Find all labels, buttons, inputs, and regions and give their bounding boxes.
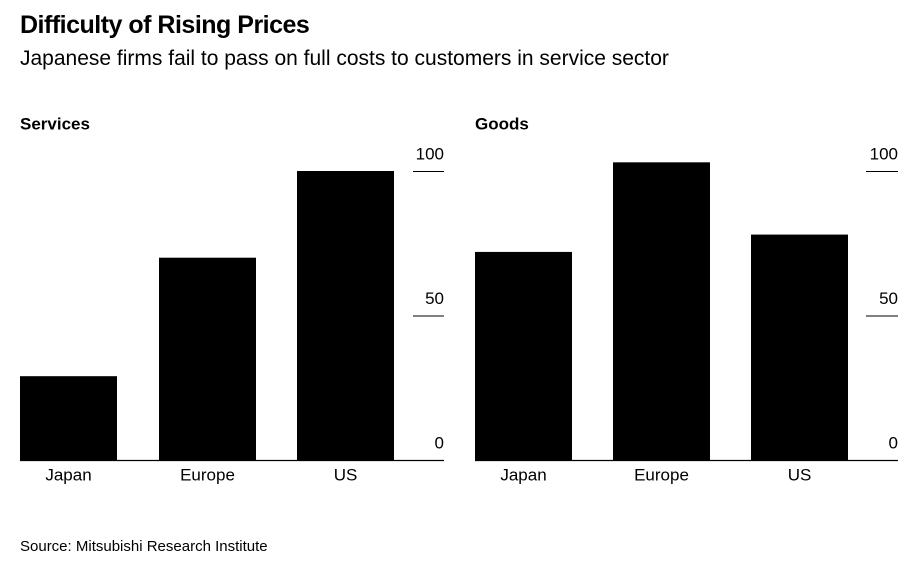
bar-us (751, 234, 848, 460)
category-label: Japan (45, 465, 91, 484)
y-tick-label: 0 (889, 433, 898, 452)
panel-title: Services (20, 114, 90, 133)
y-tick-label: 0 (435, 433, 444, 452)
bar-japan (20, 376, 117, 460)
panel-title: Goods (475, 114, 529, 133)
chart-panel-services: Services Japan Europe US 0 50 100 (20, 114, 444, 484)
category-label: US (788, 465, 812, 484)
chart-subtitle: Japanese firms fail to pass on full cost… (20, 47, 669, 70)
source-note: Source: Mitsubishi Research Institute (20, 538, 268, 555)
y-tick-label: 100 (416, 144, 444, 163)
y-tick-label: 50 (879, 289, 898, 308)
category-label: US (334, 465, 358, 484)
category-label: Japan (500, 465, 546, 484)
y-tick-label: 100 (870, 144, 898, 163)
bar-japan (475, 251, 572, 460)
chart-title: Difficulty of Rising Prices (20, 11, 310, 39)
bar-europe (613, 162, 710, 460)
bar-europe (159, 257, 256, 460)
bar-us (297, 171, 394, 460)
y-tick-label: 50 (425, 289, 444, 308)
chart-panel-goods: Goods Japan Europe US 0 50 100 (475, 114, 898, 484)
category-label: Europe (180, 465, 235, 484)
category-label: Europe (634, 465, 689, 484)
